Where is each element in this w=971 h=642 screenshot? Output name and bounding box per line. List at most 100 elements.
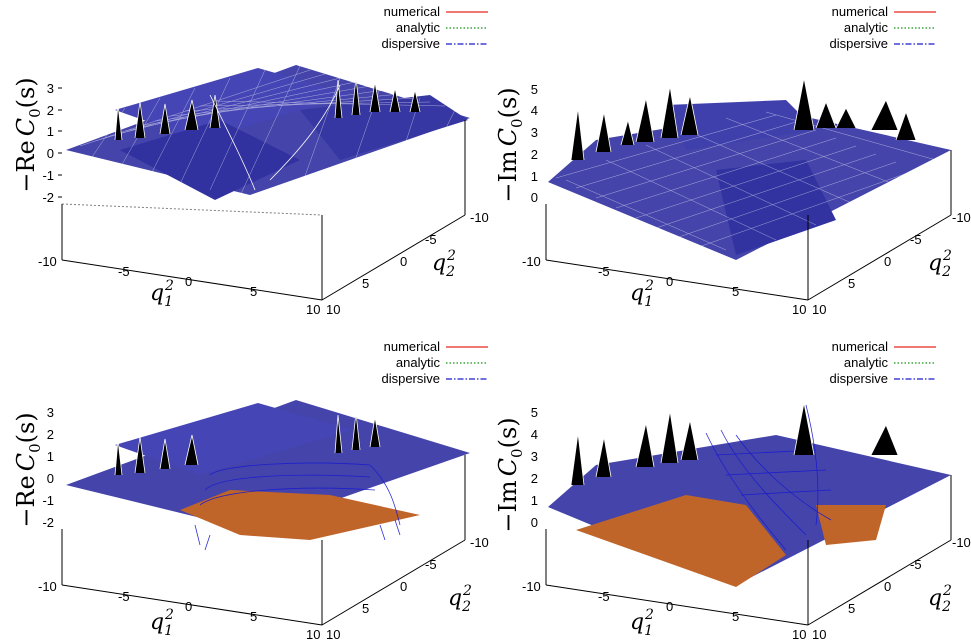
- spikes: [570, 402, 899, 486]
- y-ticks: 10 5 0 -5 -10: [812, 210, 971, 317]
- surface-dispersive-overlay: [194, 462, 401, 551]
- legend: numerical analytic dispersive: [381, 4, 488, 51]
- z-axis-label: −Re C0(s): [12, 412, 44, 527]
- axes-box: [61, 455, 466, 626]
- surface-mesh: [555, 111, 937, 251]
- panel-0: numerical analytic dispersive −ReC0(s) 3…: [12, 4, 489, 317]
- svg-text:−ImC0(s): −Im C0(s): [494, 417, 526, 532]
- y-tick-label: -5: [910, 557, 922, 572]
- y-tick-label: 5: [848, 601, 855, 616]
- z-tick-label: 2: [47, 103, 54, 118]
- y-tick-label: 0: [400, 254, 407, 269]
- y-tick-label: 10: [812, 627, 826, 642]
- x-tick-label: 10: [306, 627, 320, 642]
- z-tick-label: 3: [47, 81, 54, 96]
- y-tick-label: 5: [362, 276, 369, 291]
- x-ticks: -10 -5 0 5 10: [38, 579, 320, 642]
- x-tick-label: 10: [792, 302, 806, 317]
- z-axis-label: −Re C0(s): [12, 77, 44, 192]
- z-tick-label: -2: [42, 190, 54, 205]
- x-tick-label: 10: [306, 302, 320, 317]
- x-tick-label: 0: [185, 274, 192, 289]
- z-tick-label: 0: [47, 146, 54, 161]
- y-tick-label: -10: [470, 535, 489, 550]
- panel-2: numerical analytic dispersive −ReC0(s) 3…: [12, 339, 489, 642]
- y-tick-label: 5: [362, 601, 369, 616]
- x-tick-label: 5: [732, 609, 739, 624]
- y-tick-label: -5: [425, 232, 437, 247]
- y-tick-label: 5: [848, 276, 855, 291]
- y-axis-label: q22: [928, 248, 952, 280]
- x-tick-label: -10: [38, 254, 57, 269]
- z-label-func: C: [494, 128, 522, 146]
- z-label-func: C: [12, 118, 40, 136]
- axes-box: [545, 475, 952, 626]
- z-tick-label: 5: [531, 405, 538, 420]
- axes-box: [61, 120, 466, 301]
- z-tick-label: -1: [42, 168, 54, 183]
- spikes: [570, 77, 917, 161]
- x-tick-label: -5: [598, 589, 610, 604]
- x-tick-label: 0: [666, 274, 673, 289]
- legend-label-numerical: numerical: [384, 4, 440, 19]
- y-ticks: 10 5 0 -5 -10: [326, 210, 489, 317]
- z-ticks: 5 4 3 2 1 0: [531, 405, 538, 530]
- legend-label-dispersive: dispersive: [829, 36, 888, 51]
- x-axis-label: q12: [150, 278, 174, 310]
- surface-dark: [66, 400, 470, 530]
- z-label-func: C: [494, 458, 522, 476]
- z-tick-label: 4: [531, 103, 538, 118]
- legend: numerical analytic dispersive: [829, 4, 936, 51]
- z-label-sub: 0: [508, 448, 526, 458]
- z-tick-label: 1: [47, 124, 54, 139]
- x-tick-label: 10: [792, 627, 806, 642]
- x-tick-label: 0: [185, 599, 192, 614]
- x-tick-label: 0: [666, 599, 673, 614]
- x-ticks: -10 -5 0 5 10: [522, 579, 806, 642]
- y-tick-label: 10: [326, 302, 340, 317]
- legend: numerical analytic dispersive: [829, 339, 936, 386]
- y-tick-label: 10: [326, 627, 340, 642]
- z-tick-label: 3: [47, 405, 54, 420]
- z-tick-label: 2: [531, 147, 538, 162]
- z-tick-label: 5: [531, 82, 538, 97]
- x-tick-label: -10: [522, 579, 541, 594]
- x-tick-label: -5: [118, 589, 130, 604]
- x-tick-label: -5: [598, 264, 610, 279]
- z-tick-label: 0: [531, 515, 538, 530]
- legend-label-analytic: analytic: [844, 355, 889, 370]
- panel-3: numerical analytic dispersive −ImC0(s) 5…: [494, 339, 971, 642]
- z-axis-label: −Im C0(s): [494, 87, 526, 202]
- y-axis-label: q22: [448, 583, 472, 615]
- x-tick-label: 5: [250, 609, 257, 624]
- y-tick-label: 10: [812, 302, 826, 317]
- z-tick-label: -1: [42, 493, 54, 508]
- svg-text:−ReC0(s): −Re C0(s): [12, 412, 44, 527]
- z-ticks: 5 4 3 2 1 0: [531, 82, 538, 205]
- z-tick-label: 3: [531, 449, 538, 464]
- z-tick-label: 1: [531, 169, 538, 184]
- z-tick-label: -2: [42, 515, 54, 530]
- y-ticks: 10 5 0 -5 -10: [326, 535, 489, 642]
- z-ticks: 3 2 1 0 -1 -2: [42, 405, 54, 530]
- surface-dark: [66, 65, 470, 200]
- legend-label-numerical: numerical: [384, 339, 440, 354]
- x-tick-label: 5: [250, 284, 257, 299]
- legend-label-analytic: analytic: [844, 20, 889, 35]
- x-ticks: -10 -5 0 5 10: [522, 254, 806, 317]
- axes-box: [545, 150, 952, 301]
- y-tick-label: -10: [470, 210, 489, 225]
- y-ticks: 10 5 0 -5 -10: [812, 535, 971, 642]
- svg-text:−ReC0(s): −Re C0(s): [12, 77, 44, 192]
- surface-orange: [180, 490, 420, 540]
- y-tick-label: -10: [952, 535, 971, 550]
- legend-label-dispersive: dispersive: [381, 36, 440, 51]
- surface-ridge: [209, 84, 341, 191]
- z-axis-label: −Im C0(s): [494, 417, 526, 532]
- x-ticks: -10 -5 0 5 10: [38, 254, 320, 317]
- legend-label-dispersive: dispersive: [381, 371, 440, 386]
- x-axis-label: q12: [630, 607, 654, 639]
- z-tick-label: 0: [531, 190, 538, 205]
- x-tick-label: -5: [118, 264, 130, 279]
